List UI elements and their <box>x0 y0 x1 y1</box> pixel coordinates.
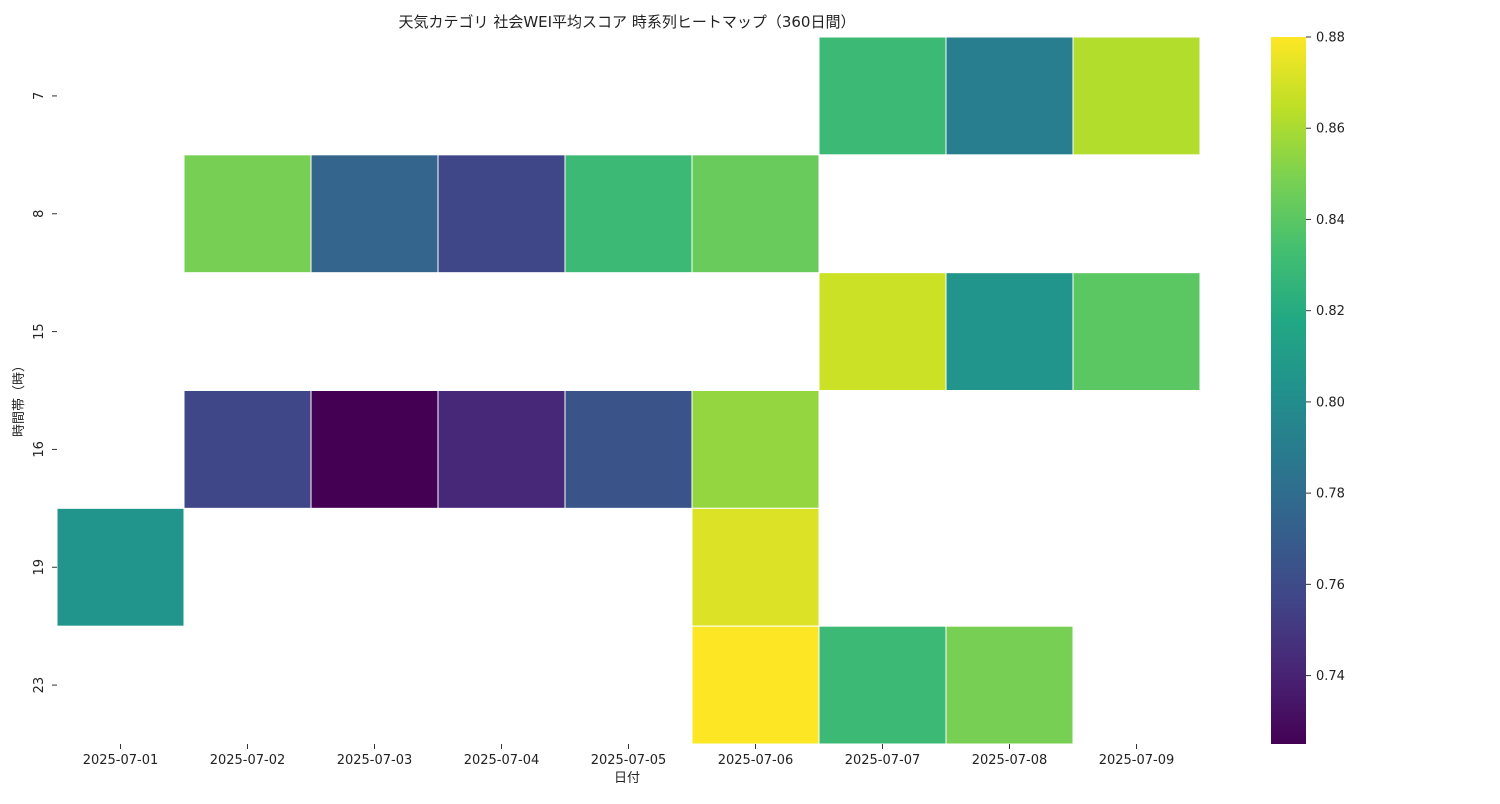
colorbar-tick-label: 0.82 <box>1316 304 1345 319</box>
heatmap-cell <box>691 154 820 274</box>
y-tick-label: 19 <box>32 559 47 576</box>
x-axis: 2025-07-01 2025-07-02 2025-07-03 2025-07-04… <box>83 744 1175 768</box>
heatmap-cell <box>945 625 1074 745</box>
y-axis-label: 時間帯（時） <box>12 359 27 437</box>
heatmap-cell <box>310 154 439 274</box>
x-tick-label: 2025-07-09 <box>1099 753 1175 768</box>
y-tick-label: 7 <box>32 92 47 100</box>
x-tick-label: 2025-07-01 <box>83 753 159 768</box>
x-tick-label: 2025-07-06 <box>718 753 794 768</box>
heatmap-cell <box>691 507 820 627</box>
x-tick-label: 2025-07-08 <box>972 753 1048 768</box>
heatmap-cell <box>183 154 312 274</box>
heatmap-cell <box>818 36 947 156</box>
colorbar-tick-label: 0.76 <box>1316 578 1345 593</box>
x-tick-label: 2025-07-03 <box>337 753 413 768</box>
heatmap-cell <box>1072 36 1201 156</box>
y-tick-label: 23 <box>32 677 47 694</box>
heatmap-cell <box>818 625 947 745</box>
heatmap-cells <box>56 36 1201 745</box>
y-axis: 7 8 15 16 19 23 <box>32 92 57 694</box>
heatmap-cell <box>945 272 1074 391</box>
y-tick-label: 8 <box>32 210 47 218</box>
heatmap-cell <box>310 390 439 509</box>
colorbar <box>1271 37 1306 744</box>
heatmap-cell <box>183 390 312 509</box>
colorbar-tick-label: 0.74 <box>1316 669 1345 684</box>
x-tick-label: 2025-07-04 <box>464 753 540 768</box>
heatmap-cell <box>1072 272 1201 391</box>
heatmap-cell <box>564 154 693 274</box>
colorbar-tick-label: 0.78 <box>1316 487 1345 502</box>
y-tick-label: 16 <box>32 441 47 458</box>
chart-title: 天気カテゴリ 社会WEI平均スコア 時系列ヒートマップ（360日間） <box>399 13 856 31</box>
colorbar-tick-label: 0.80 <box>1316 395 1345 410</box>
colorbar-tick-label: 0.84 <box>1316 213 1345 228</box>
heatmap-cell <box>437 154 566 274</box>
colorbar-ticks: 0.74 0.76 0.78 0.80 0.82 0.84 0.86 0.88 <box>1306 31 1345 684</box>
x-tick-label: 2025-07-05 <box>591 753 667 768</box>
y-tick-label: 15 <box>32 323 47 340</box>
heatmap-cell <box>945 36 1074 156</box>
x-tick-label: 2025-07-07 <box>845 753 921 768</box>
heatmap-cell <box>691 625 820 745</box>
x-axis-label: 日付 <box>614 771 640 786</box>
colorbar-tick-label: 0.88 <box>1316 31 1345 46</box>
x-tick-label: 2025-07-02 <box>210 753 286 768</box>
colorbar-tick-label: 0.86 <box>1316 122 1345 137</box>
heatmap-cell <box>564 390 693 509</box>
heatmap-cell <box>437 390 566 509</box>
heatmap-cell <box>691 390 820 509</box>
heatmap-cell <box>818 272 947 391</box>
heatmap-cell <box>56 507 185 627</box>
